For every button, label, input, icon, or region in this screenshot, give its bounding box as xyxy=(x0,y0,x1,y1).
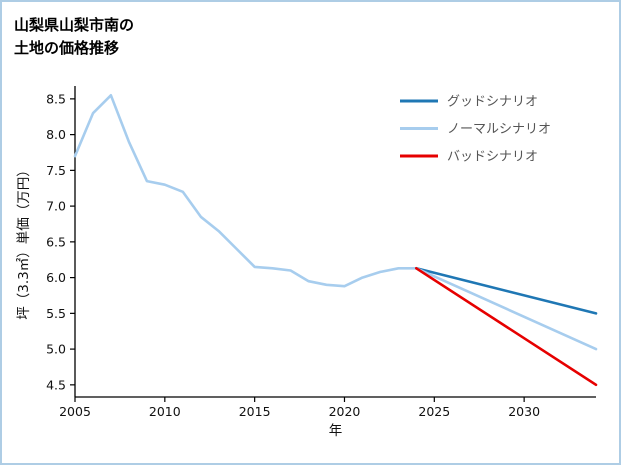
series-line-バッドシナリオ xyxy=(414,266,598,387)
x-tick-label: 2020 xyxy=(329,404,361,419)
y-tick-label: 8.5 xyxy=(46,91,66,106)
series-line-history xyxy=(73,94,418,288)
chart-title: 山梨県山梨市南の 土地の価格推移 xyxy=(14,14,134,59)
legend-label: バッドシナリオ xyxy=(447,150,538,165)
x-axis-label: 年 xyxy=(329,423,343,439)
y-tick-label: 7.0 xyxy=(46,199,66,214)
y-tick-label: 6.5 xyxy=(46,234,66,249)
legend-label: ノーマルシナリオ xyxy=(447,122,551,137)
y-tick-label: 5.0 xyxy=(46,342,66,357)
x-tick-label: 2010 xyxy=(149,404,181,419)
y-tick-label: 7.5 xyxy=(46,163,66,178)
y-tick-label: 4.5 xyxy=(46,377,66,392)
legend-label: グッドシナリオ xyxy=(447,95,538,110)
x-tick-label: 2015 xyxy=(239,404,271,419)
y-axis-label: 坪（3.3㎡）単価（万円） xyxy=(16,163,32,319)
x-tick-label: 2030 xyxy=(508,404,540,419)
chart-title-line2: 土地の価格推移 xyxy=(14,38,120,57)
y-tick-label: 8.0 xyxy=(46,127,66,142)
series-line-グッドシナリオ xyxy=(414,266,598,315)
x-tick-label: 2005 xyxy=(59,404,91,419)
x-tick-label: 2025 xyxy=(418,404,450,419)
y-tick-label: 5.5 xyxy=(46,306,66,321)
series-line-ノーマルシナリオ xyxy=(414,266,598,351)
y-tick-label: 6.0 xyxy=(46,270,66,285)
chart-title-line1: 山梨県山梨市南の xyxy=(14,16,135,34)
